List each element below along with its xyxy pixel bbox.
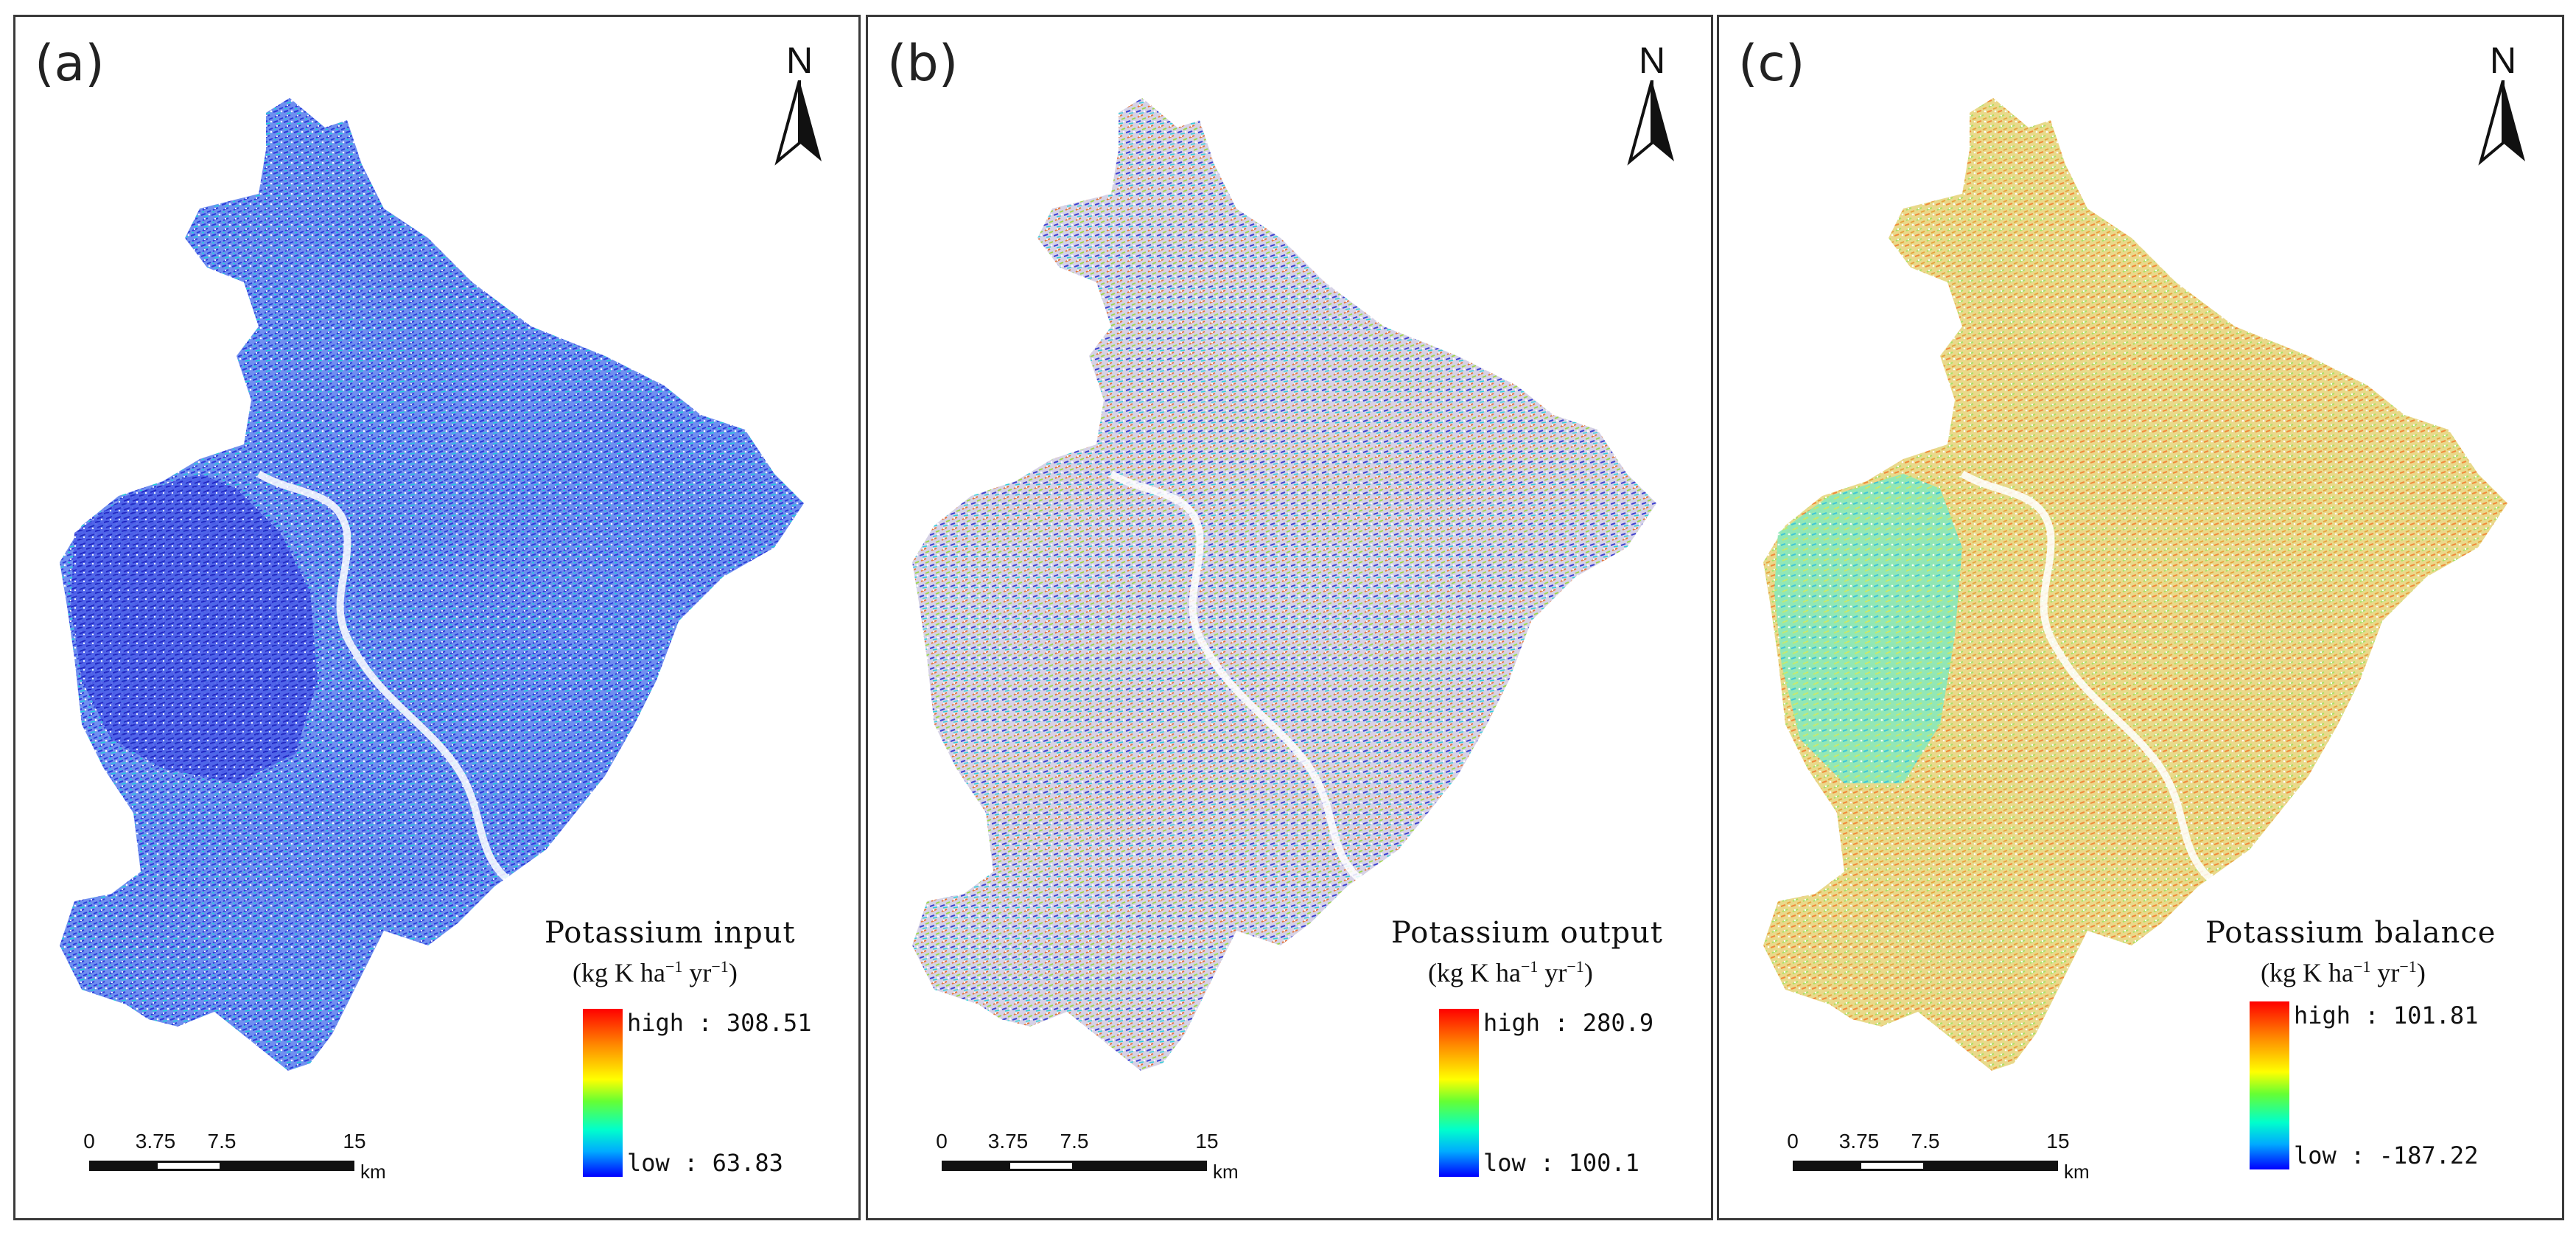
scale-tick-3: 15 (1195, 1130, 1219, 1153)
scale-segment (1008, 1161, 1074, 1171)
legend-low-value: low : -187.22 (2294, 1141, 2479, 1169)
legend-color-ramp (1439, 1009, 1479, 1177)
legend-title: Potassium input (545, 916, 796, 950)
legend-low-value: low : 63.83 (627, 1149, 783, 1177)
scale-unit: km (2064, 1161, 2090, 1183)
panel-label: (a) (35, 35, 105, 93)
legend-unit: (kg K ha−1 yr−1) (573, 957, 738, 987)
river-b (1109, 470, 1371, 890)
region-outline-b (912, 98, 1656, 1071)
scale-segment (222, 1161, 354, 1171)
legend-unit: (kg K ha−1 yr−1) (1428, 957, 1593, 987)
scale-unit: km (360, 1161, 386, 1183)
north-label: N (1638, 40, 1666, 81)
map-panel-b: (b) N Potassium output (kg K ha−1 yr−1) … (866, 15, 1713, 1220)
north-label: N (785, 40, 813, 81)
scale-segment (155, 1161, 222, 1171)
scale-tick-0: 0 (936, 1130, 948, 1153)
region-outline-a (60, 98, 804, 1071)
scale-segment (1859, 1161, 1925, 1171)
scale-segment (1793, 1161, 1859, 1171)
north-arrow: N (1623, 39, 1681, 166)
scale-segment (1925, 1161, 2058, 1171)
north-arrow-icon (774, 80, 822, 166)
scale-tick-3: 15 (343, 1130, 366, 1153)
potassium-input-map (60, 98, 804, 1071)
scale-segment (942, 1161, 1008, 1171)
scale-segment (1074, 1161, 1207, 1171)
scale-tick-0: 0 (1787, 1130, 1799, 1153)
legend-title: Potassium balance (2205, 916, 2496, 950)
scale-bar: 0 3.75 7.5 15 km (83, 1130, 472, 1189)
north-arrow-icon (2478, 80, 2525, 166)
panel-label: (b) (887, 35, 959, 93)
map-panel-a: (a) N Potassium input (kg K ha−1 yr−1) h… (13, 15, 861, 1220)
legend-unit: (kg K ha−1 yr−1) (2261, 957, 2426, 987)
north-arrow: N (770, 39, 829, 166)
scale-bar: 0 3.75 7.5 15 km (1787, 1130, 2176, 1189)
region-west-dark-a (71, 474, 318, 783)
legend-title: Potassium output (1391, 916, 1663, 950)
scale-tick-1: 3.75 (987, 1130, 1029, 1153)
scale-unit: km (1213, 1161, 1239, 1183)
legend-low-value: low : 100.1 (1483, 1149, 1639, 1177)
north-arrow: N (2474, 39, 2533, 166)
scale-segment (89, 1161, 155, 1171)
map-panel-c: (c) N Potassium balance (kg K ha−1 yr−1)… (1717, 15, 2564, 1220)
river-c (1960, 470, 2222, 890)
scale-bar: 0 3.75 7.5 15 km (936, 1130, 1325, 1189)
potassium-balance-map (1763, 98, 2507, 1071)
scale-tick-1: 3.75 (135, 1130, 176, 1153)
scale-tick-2: 7.5 (207, 1130, 237, 1153)
scale-tick-3: 15 (2046, 1130, 2070, 1153)
panel-label: (c) (1738, 35, 1805, 93)
river-a (256, 470, 519, 890)
legend-color-ramp (583, 1009, 623, 1177)
legend-high-value: high : 280.9 (1483, 1009, 1654, 1037)
region-west-green-c (1774, 474, 1962, 783)
legend-color-ramp (2250, 1001, 2289, 1169)
region-outline-c (1763, 98, 2507, 1071)
scale-tick-1: 3.75 (1838, 1130, 1880, 1153)
scale-tick-0: 0 (83, 1130, 95, 1153)
legend-high-value: high : 308.51 (627, 1009, 812, 1037)
potassium-output-map (912, 98, 1656, 1071)
legend-high-value: high : 101.81 (2294, 1001, 2479, 1029)
north-arrow-icon (1627, 80, 1674, 166)
scale-tick-2: 7.5 (1911, 1130, 1940, 1153)
scale-tick-2: 7.5 (1060, 1130, 1089, 1153)
north-label: N (2489, 40, 2517, 81)
